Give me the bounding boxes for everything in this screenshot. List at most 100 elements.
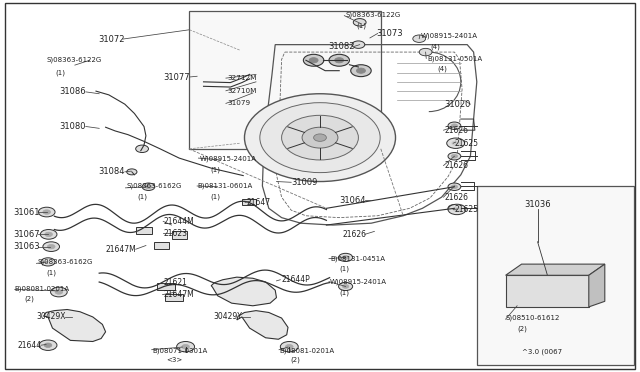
Circle shape: [448, 153, 461, 160]
Text: 21644: 21644: [17, 341, 42, 350]
Text: 30429X: 30429X: [36, 312, 66, 321]
Bar: [172, 231, 187, 239]
Circle shape: [448, 183, 461, 190]
Text: (1): (1): [340, 265, 350, 272]
Polygon shape: [589, 264, 605, 307]
Text: W)08915-2401A: W)08915-2401A: [330, 278, 387, 285]
Text: 21621: 21621: [164, 278, 188, 287]
Text: 21626: 21626: [445, 126, 468, 135]
Bar: [189, 11, 381, 149]
Circle shape: [453, 207, 461, 212]
Circle shape: [43, 242, 60, 251]
Text: 31080: 31080: [60, 122, 86, 131]
Text: (1): (1): [55, 69, 65, 76]
Bar: [477, 186, 634, 365]
Bar: [242, 199, 256, 205]
Circle shape: [309, 58, 318, 63]
Text: 31064: 31064: [340, 196, 366, 205]
Text: B)08131-0451A: B)08131-0451A: [330, 255, 385, 262]
Circle shape: [451, 185, 458, 189]
Text: <3>: <3>: [166, 357, 182, 363]
Circle shape: [45, 232, 52, 237]
Text: B)08131-0501A: B)08131-0501A: [428, 55, 483, 62]
Circle shape: [314, 134, 326, 141]
Circle shape: [329, 54, 349, 66]
Circle shape: [451, 154, 458, 158]
Circle shape: [448, 205, 461, 212]
Text: 21626: 21626: [445, 161, 468, 170]
Circle shape: [356, 68, 365, 73]
Circle shape: [145, 185, 152, 189]
Text: 21647M: 21647M: [106, 245, 136, 254]
Text: 31082: 31082: [329, 42, 355, 51]
Text: 30429Y: 30429Y: [213, 312, 242, 321]
Text: ^3.0 (0067: ^3.0 (0067: [522, 348, 562, 355]
Bar: [506, 275, 589, 307]
Circle shape: [339, 253, 353, 262]
Text: (1): (1): [137, 194, 147, 201]
Text: W)08915-2401A: W)08915-2401A: [200, 156, 257, 163]
Text: 31061: 31061: [13, 208, 40, 217]
Text: 31009: 31009: [291, 178, 317, 187]
Circle shape: [39, 340, 57, 350]
Circle shape: [419, 48, 432, 56]
Circle shape: [40, 230, 57, 239]
Polygon shape: [211, 277, 276, 306]
Text: 21647: 21647: [246, 198, 271, 207]
Text: 31084: 31084: [99, 167, 125, 176]
Circle shape: [127, 169, 137, 175]
Text: B)08081-0201A: B)08081-0201A: [280, 347, 335, 354]
Text: (1): (1): [210, 167, 220, 173]
Circle shape: [448, 122, 461, 129]
Text: 21623: 21623: [164, 229, 188, 238]
Bar: [157, 283, 175, 290]
Text: 31072: 31072: [99, 35, 125, 44]
Circle shape: [339, 282, 353, 291]
Circle shape: [182, 344, 189, 349]
Circle shape: [47, 244, 55, 249]
Text: S)08363-6162G: S)08363-6162G: [127, 183, 182, 189]
Bar: [165, 294, 183, 301]
Circle shape: [142, 183, 155, 190]
Bar: [136, 227, 152, 234]
Circle shape: [342, 256, 349, 259]
Circle shape: [352, 41, 365, 48]
Text: (4): (4): [431, 43, 440, 50]
Circle shape: [342, 285, 349, 288]
Circle shape: [136, 145, 148, 153]
Circle shape: [41, 258, 55, 266]
Text: 21644P: 21644P: [282, 275, 310, 284]
Circle shape: [353, 19, 366, 26]
Text: 21625: 21625: [454, 139, 479, 148]
Text: (2): (2): [290, 357, 300, 363]
Text: S)08363-6162G: S)08363-6162G: [37, 259, 93, 265]
Text: 31020: 31020: [444, 100, 470, 109]
Polygon shape: [237, 311, 288, 339]
Circle shape: [280, 341, 298, 352]
Text: 21626: 21626: [445, 193, 468, 202]
Text: S)08363-6122G: S)08363-6122G: [46, 56, 101, 63]
Text: (4): (4): [437, 65, 447, 72]
Text: 21647M: 21647M: [164, 290, 195, 299]
Circle shape: [43, 210, 51, 214]
Circle shape: [447, 138, 465, 148]
Circle shape: [260, 103, 380, 173]
Circle shape: [413, 35, 426, 42]
Circle shape: [451, 206, 458, 210]
Text: 21626: 21626: [342, 230, 366, 239]
Text: 31063: 31063: [13, 242, 40, 251]
Text: 32712M: 32712M: [227, 75, 257, 81]
Text: (1): (1): [356, 23, 367, 29]
Circle shape: [177, 341, 195, 352]
Text: B)08071-0301A: B)08071-0301A: [152, 347, 207, 354]
Text: 21644M: 21644M: [164, 217, 195, 226]
Text: (2): (2): [517, 326, 527, 333]
Text: W)08915-2401A: W)08915-2401A: [421, 32, 478, 39]
Circle shape: [55, 290, 63, 294]
Text: 32710M: 32710M: [227, 88, 257, 94]
Circle shape: [303, 54, 324, 66]
Text: B)08131-0601A: B)08131-0601A: [197, 183, 252, 189]
Circle shape: [302, 127, 338, 148]
Text: 31079: 31079: [227, 100, 250, 106]
Circle shape: [335, 58, 344, 63]
